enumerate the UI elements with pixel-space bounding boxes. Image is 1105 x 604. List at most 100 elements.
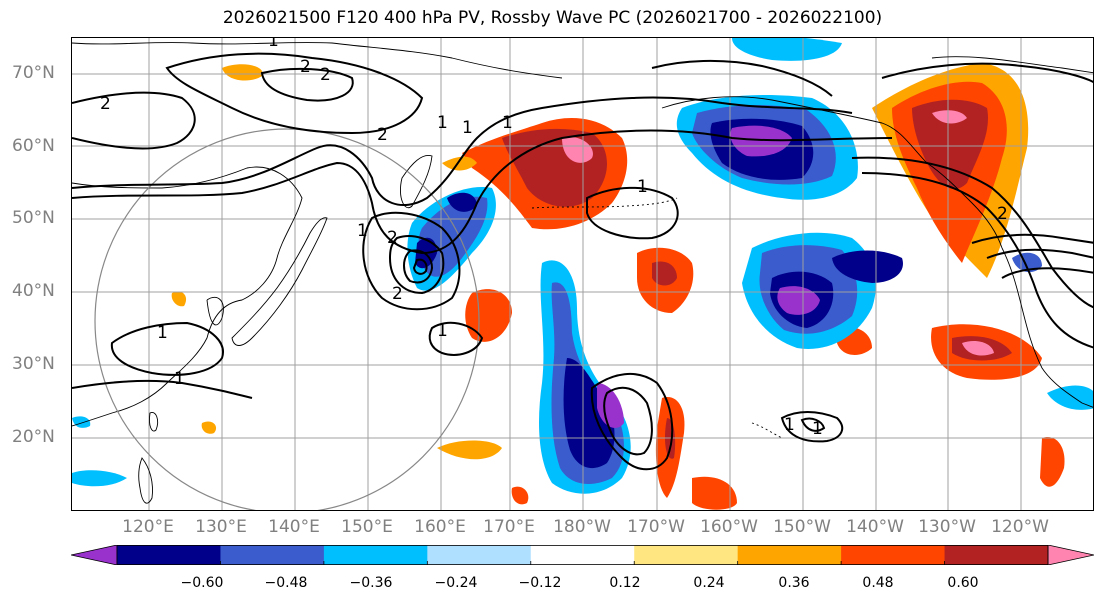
contour-line — [72, 129, 893, 255]
contour-line — [590, 372, 674, 471]
pv-anomaly-negative — [447, 192, 477, 212]
lon-label-160e: 160°E — [414, 517, 466, 537]
contour-line — [861, 172, 1093, 349]
contour-label: 2 — [392, 284, 403, 304]
colorbar-extension-low — [71, 545, 118, 565]
contour-label: 2 — [300, 57, 311, 77]
pv-anomaly-positive — [511, 486, 529, 505]
contour-line — [412, 258, 428, 275]
colorbar-tick-label: 0.60 — [947, 575, 979, 591]
colorbar-segment — [427, 545, 532, 565]
contour-line — [165, 52, 424, 135]
colorbar-segment — [323, 545, 428, 565]
coastline-alaska — [661, 96, 1003, 249]
coastline-na-north — [931, 56, 1093, 74]
lon-label-170w: 170°W — [627, 517, 685, 537]
colorbar-segment — [634, 545, 739, 565]
contour-line — [800, 417, 826, 432]
contour-label: 1 — [174, 369, 185, 389]
coastline-arctic-asia — [72, 42, 563, 79]
contour-line — [1001, 267, 1093, 279]
lat-label-40: 40°N — [12, 281, 55, 301]
pv-anomaly-positive — [437, 440, 502, 460]
colorbar-segment — [944, 545, 1049, 565]
contour-line — [603, 386, 653, 456]
colorbar — [71, 545, 1094, 565]
colorbar-tick-label: 0.36 — [778, 575, 810, 591]
region-circle — [94, 128, 480, 510]
pv-anomaly-positive — [962, 341, 994, 356]
figure-title: 2026021500 F120 400 hPa PV, Rossby Wave … — [222, 8, 883, 28]
coastline-japan — [231, 217, 328, 346]
contour-line — [586, 186, 679, 240]
pv-anomaly-positive — [932, 110, 967, 124]
contour-label: 2 — [100, 94, 111, 114]
contour-label: 1 — [637, 177, 648, 197]
pv-anomaly-positive — [1040, 437, 1065, 487]
pv-anomaly-positive — [912, 99, 988, 190]
contour-label: 1 — [502, 113, 513, 133]
aleutians — [531, 197, 678, 209]
contours — [72, 52, 1093, 471]
colorbar-segment — [220, 545, 325, 565]
lat-label-70: 70°N — [12, 63, 55, 83]
colorbar-tick-label: 0.24 — [693, 575, 725, 591]
contour-line — [780, 411, 844, 443]
hawaii — [751, 422, 783, 439]
contour-label: 1 — [437, 321, 448, 341]
contour-label: 2 — [387, 228, 398, 248]
colorbar-segment — [737, 545, 842, 565]
pv-anomaly-negative — [832, 250, 903, 283]
colorbar-segment — [117, 545, 221, 565]
pv-anomaly-positive — [201, 421, 217, 434]
contour-line — [362, 211, 461, 311]
contour-line — [388, 235, 445, 295]
colorbar-tick-label: −0.36 — [349, 575, 393, 591]
contour-label: 1 — [784, 415, 795, 435]
contour-line — [110, 321, 224, 376]
contour-labels: 1 2 2 2 1 1 2 1 2 1 1 1 1 2 1 1 1 2 — [100, 38, 1008, 439]
lon-label-140e: 140°E — [268, 517, 320, 537]
coastline-philippines — [138, 457, 153, 504]
contour-line — [971, 233, 1093, 244]
contour-line — [986, 248, 1093, 259]
pv-anomaly-positive — [562, 137, 593, 163]
contour-label: 1 — [157, 323, 168, 343]
contour-label: 1 — [812, 419, 823, 439]
lon-label-150e: 150°E — [341, 517, 393, 537]
pv-anomaly-negative — [597, 383, 624, 428]
lon-label-150w: 150°W — [773, 517, 831, 537]
colorbar-segment — [841, 545, 946, 565]
contour-label: 1 — [357, 221, 368, 241]
colorbar-tick-label: 0.48 — [862, 575, 894, 591]
lon-label-130w: 130°W — [918, 517, 976, 537]
colorbar-frame — [116, 545, 1049, 565]
pv-anomaly-negative — [563, 358, 615, 469]
pv-anomaly-negative — [72, 470, 127, 487]
contour-label: 2 — [997, 204, 1008, 224]
lon-label-160w: 160°W — [700, 517, 758, 537]
contour-line — [72, 379, 253, 399]
pv-anomaly-negative — [1012, 252, 1042, 273]
coastlines — [72, 42, 1093, 504]
pv-anomaly-positive — [442, 156, 477, 171]
contour-label: 1 — [437, 113, 448, 133]
colorbar-tick-label: −0.12 — [518, 575, 562, 591]
lat-label-20: 20°N — [12, 427, 55, 447]
colorbar-extension-high — [1047, 545, 1094, 565]
map-svg: 1 2 2 2 1 1 2 1 2 1 1 1 1 2 1 1 1 2 — [72, 38, 1093, 510]
pv-anomaly-negative — [72, 416, 91, 428]
coastline-kamchatka — [400, 155, 433, 209]
lon-label-130e: 130°E — [195, 517, 247, 537]
contour-label: 2 — [377, 125, 388, 145]
contour-line — [428, 321, 484, 356]
contour-line — [260, 67, 354, 102]
lon-label-140w: 140°W — [846, 517, 904, 537]
contour-line — [881, 62, 1093, 84]
lat-label-50: 50°N — [12, 208, 55, 228]
lon-label-170e: 170°E — [483, 517, 535, 537]
pv-anomaly-negative — [1047, 385, 1093, 410]
coastline-korea — [206, 296, 224, 326]
colorbar-segment — [530, 545, 635, 565]
contour-label: 1 — [462, 118, 473, 138]
